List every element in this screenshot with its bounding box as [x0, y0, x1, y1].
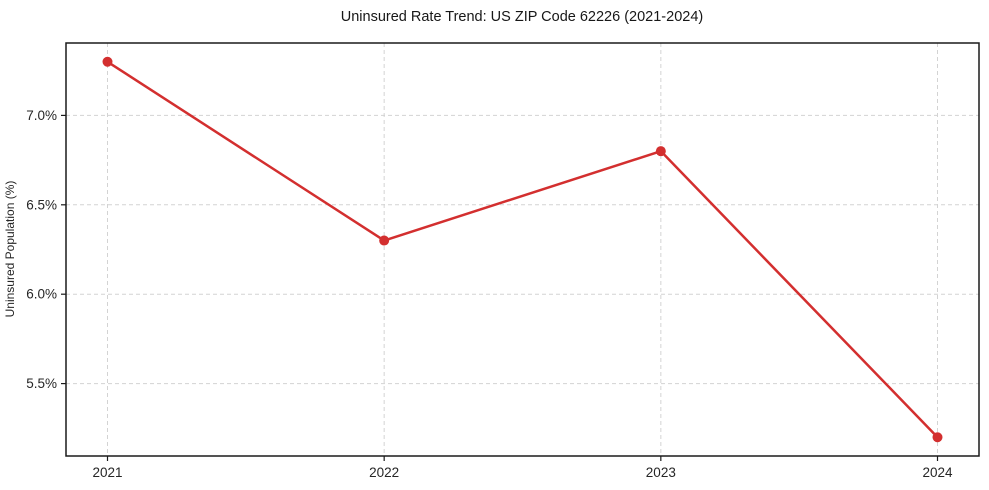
x-tick-label: 2023 — [646, 465, 676, 480]
data-series — [102, 56, 943, 443]
chart-title: Uninsured Rate Trend: US ZIP Code 62226 … — [341, 9, 703, 25]
data-point — [102, 56, 113, 67]
y-tick-label: 6.5% — [26, 197, 57, 212]
trend-line — [106, 60, 939, 439]
axis-ticks — [61, 114, 939, 461]
y-axis-label: Uninsured Population (%) — [3, 181, 17, 318]
plot-border — [65, 42, 980, 457]
x-tick-label: 2021 — [92, 465, 122, 480]
x-tick-label: 2022 — [369, 465, 399, 480]
y-tick-label: 6.0% — [26, 287, 57, 302]
data-point — [932, 432, 943, 443]
y-tick-label: 5.5% — [26, 376, 57, 391]
gridlines — [66, 43, 979, 456]
axes-spines — [65, 42, 980, 457]
data-point — [655, 146, 666, 157]
axis-tick-labels: 2021 2022 2023 2024 5.5% 6.0% 6.5% 7.0% — [26, 108, 953, 480]
y-tick-label: 7.0% — [26, 108, 57, 123]
x-tick-label: 2024 — [922, 465, 953, 480]
data-point — [379, 235, 390, 246]
